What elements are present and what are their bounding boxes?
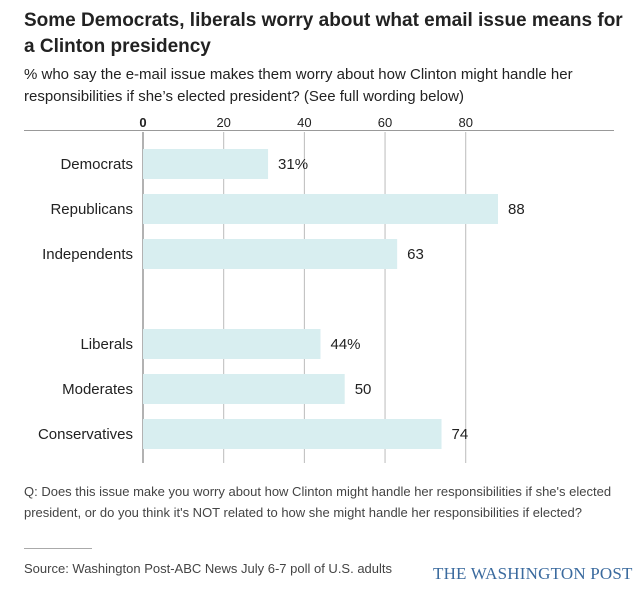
bar-democrats (143, 149, 269, 179)
value-label-republicans: 88 (508, 201, 525, 218)
tick-label-60: 60 (378, 115, 392, 130)
tick-label-80: 80 (458, 115, 472, 130)
washington-post-logo: THE WASHINGTON POST (433, 564, 633, 583)
category-label-democrats: Democrats (60, 156, 133, 173)
source-text: Source: Washington Post-ABC News July 6-… (24, 561, 393, 576)
note-divider (24, 548, 92, 549)
tick-label-40: 40 (297, 115, 311, 130)
category-label-moderates: Moderates (62, 381, 133, 398)
value-label-democrats: 31% (278, 156, 308, 173)
value-label-conservatives: 74 (452, 426, 469, 443)
bar-republicans (143, 194, 498, 224)
bar-moderates (143, 374, 345, 404)
category-label-liberals: Liberals (80, 336, 133, 353)
bar-conservatives (143, 419, 442, 449)
category-label-independents: Independents (42, 246, 133, 263)
value-label-independents: 63 (407, 246, 424, 263)
tick-label-20: 20 (216, 115, 230, 130)
value-label-moderates: 50 (355, 381, 372, 398)
chart-title: Some Democrats, liberals worry about wha… (24, 10, 623, 57)
category-label-republicans: Republicans (50, 201, 133, 218)
category-label-conservatives: Conservatives (38, 426, 133, 443)
tick-label-0: 0 (139, 115, 146, 130)
axis-top-rule (24, 130, 614, 131)
chart-subtitle: % who say the e-mail issue makes them wo… (24, 66, 573, 105)
bar-chart: 0 20 40 60 80 Democrats 31% Republicans 88 Indepe… (38, 115, 525, 463)
question-note: Q: Does this issue make you worry about … (24, 484, 612, 520)
bar-liberals (143, 329, 321, 359)
bar-independents (143, 239, 398, 269)
value-label-liberals: 44% (331, 336, 361, 353)
